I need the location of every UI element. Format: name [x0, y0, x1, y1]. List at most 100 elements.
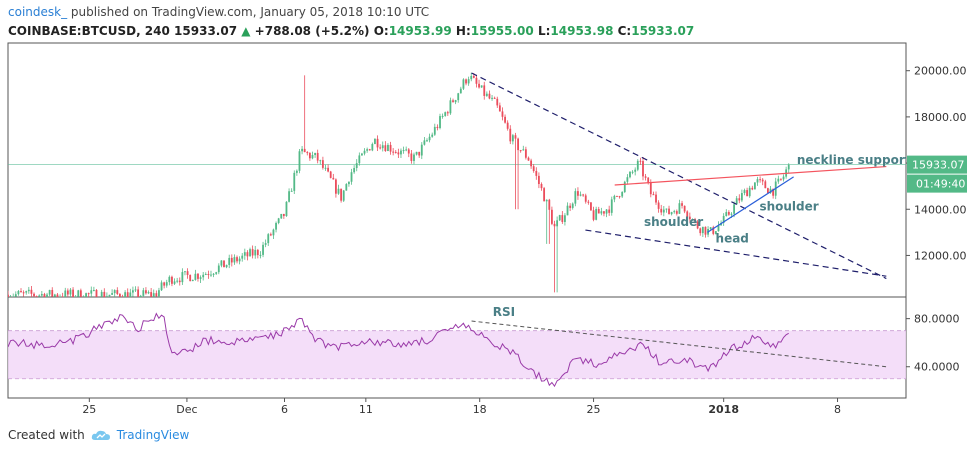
candle-body — [189, 274, 192, 282]
candle-body — [506, 122, 509, 129]
candle-body — [311, 155, 314, 159]
candle-body — [353, 168, 356, 173]
candle-body — [366, 149, 369, 151]
candle-body — [475, 77, 478, 84]
candle-body — [186, 271, 189, 275]
candle-body — [626, 177, 629, 182]
candle-body — [197, 273, 199, 279]
footer: Created with TradingView — [8, 428, 189, 442]
candle-body — [735, 198, 738, 205]
annotation-head-3: head — [716, 232, 749, 246]
candle-body — [431, 134, 434, 137]
candle-body — [225, 264, 228, 268]
candle-body — [470, 75, 473, 80]
candle-body — [618, 196, 621, 198]
rsi-label: RSI — [493, 305, 515, 319]
candle-body — [361, 153, 363, 156]
x-tick-label: 8 — [834, 403, 841, 416]
candle-body — [191, 279, 194, 282]
price-tick-label: 14000.00 — [914, 203, 967, 216]
annotation-neckline-support-0: neckline support — [797, 153, 911, 167]
last-price: 15933.07 — [174, 24, 238, 38]
candle-body — [772, 188, 775, 196]
candle-body — [420, 144, 423, 156]
candle-body — [678, 203, 681, 214]
candle-body — [134, 289, 137, 291]
candle-body — [122, 298, 124, 300]
candle-body — [616, 195, 618, 197]
tradingview-link[interactable]: TradingView — [116, 428, 190, 442]
shoulder-support-trendline — [707, 176, 794, 233]
candle-body — [423, 140, 426, 145]
candle-body — [488, 93, 491, 99]
candle-body — [530, 160, 533, 167]
candle-body — [548, 199, 551, 210]
candle-body — [199, 277, 202, 279]
candle-body — [462, 79, 465, 89]
candle-body — [759, 179, 762, 181]
candle-body — [655, 194, 657, 203]
x-tick-label: 18 — [473, 403, 487, 416]
candle-body — [537, 175, 540, 185]
candle-body — [551, 209, 553, 224]
candle-body — [267, 234, 270, 244]
candle-body — [733, 204, 735, 214]
candle-body — [727, 212, 730, 215]
candle-body — [43, 294, 46, 297]
candle-body — [644, 176, 647, 178]
candle-body — [168, 276, 171, 283]
candle-body — [285, 201, 288, 217]
candle-body — [69, 289, 72, 295]
candle-body — [782, 176, 785, 180]
candle-body — [660, 208, 663, 213]
x-tick-label: Dec — [176, 403, 197, 416]
candle-body — [756, 179, 759, 183]
candle-body — [212, 273, 215, 275]
candle-body — [48, 289, 51, 295]
candle-body — [40, 294, 43, 296]
author-link[interactable]: coindesk_ — [8, 5, 68, 19]
candle-body — [22, 292, 25, 294]
candle-body — [12, 296, 15, 297]
candle-body — [777, 178, 780, 182]
candle-body — [301, 148, 303, 152]
candle-body — [59, 296, 61, 297]
candle-body — [288, 191, 290, 202]
candle-body — [324, 167, 327, 169]
candle-body — [345, 184, 348, 191]
x-tick-label: 11 — [359, 403, 373, 416]
candle-body — [17, 291, 20, 295]
candle-body — [407, 149, 410, 154]
candle-body — [696, 221, 699, 229]
candle-body — [590, 202, 592, 211]
candle-body — [350, 172, 353, 182]
candle-body — [457, 93, 460, 101]
candle-body — [465, 79, 467, 84]
candle-body — [202, 274, 205, 278]
candle-body — [540, 184, 543, 189]
candle-body — [725, 212, 728, 216]
candle-body — [355, 163, 358, 169]
candle-body — [610, 199, 613, 213]
candle-body — [631, 171, 634, 173]
candle-body — [498, 105, 501, 112]
published-text: published on TradingView.com, January 05… — [67, 5, 430, 19]
candle-body — [194, 273, 197, 280]
candle-body — [384, 145, 387, 152]
candle-body — [446, 112, 449, 114]
candle-body — [147, 292, 150, 294]
candle-body — [629, 171, 631, 178]
candle-body — [277, 218, 280, 223]
symbol-label[interactable]: COINBASE:BTCUSD, 240 — [8, 24, 170, 38]
candle-body — [165, 282, 168, 286]
candle-body — [387, 144, 389, 152]
candle-body — [139, 295, 142, 297]
candle-body — [64, 290, 67, 297]
candle-body — [220, 260, 223, 266]
candle-body — [753, 182, 756, 190]
candle-body — [636, 160, 639, 170]
candle-body — [767, 188, 769, 194]
candle-body — [647, 177, 650, 183]
x-tick-label: 25 — [82, 403, 96, 416]
